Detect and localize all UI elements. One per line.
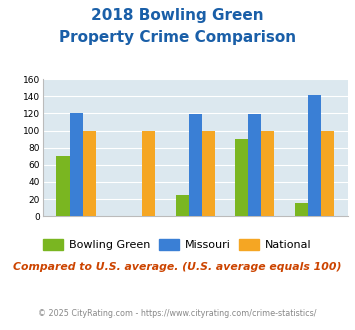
- Bar: [202, 131, 215, 216]
- Text: 2018 Bowling Green: 2018 Bowling Green: [91, 8, 264, 23]
- Text: © 2025 CityRating.com - https://www.cityrating.com/crime-statistics/: © 2025 CityRating.com - https://www.city…: [38, 309, 317, 317]
- Bar: [56, 156, 70, 216]
- Text: Compared to U.S. average. (U.S. average equals 100): Compared to U.S. average. (U.S. average …: [13, 262, 342, 272]
- Bar: [321, 131, 334, 216]
- Legend: Bowling Green, Missouri, National: Bowling Green, Missouri, National: [39, 235, 316, 255]
- Bar: [142, 131, 155, 216]
- Bar: [295, 203, 308, 216]
- Text: Property Crime Comparison: Property Crime Comparison: [59, 30, 296, 45]
- Bar: [248, 114, 261, 216]
- Bar: [261, 131, 274, 216]
- Bar: [308, 95, 321, 216]
- Bar: [189, 114, 202, 216]
- Bar: [176, 195, 189, 216]
- Bar: [235, 139, 248, 216]
- Bar: [70, 113, 83, 216]
- Bar: [83, 131, 96, 216]
